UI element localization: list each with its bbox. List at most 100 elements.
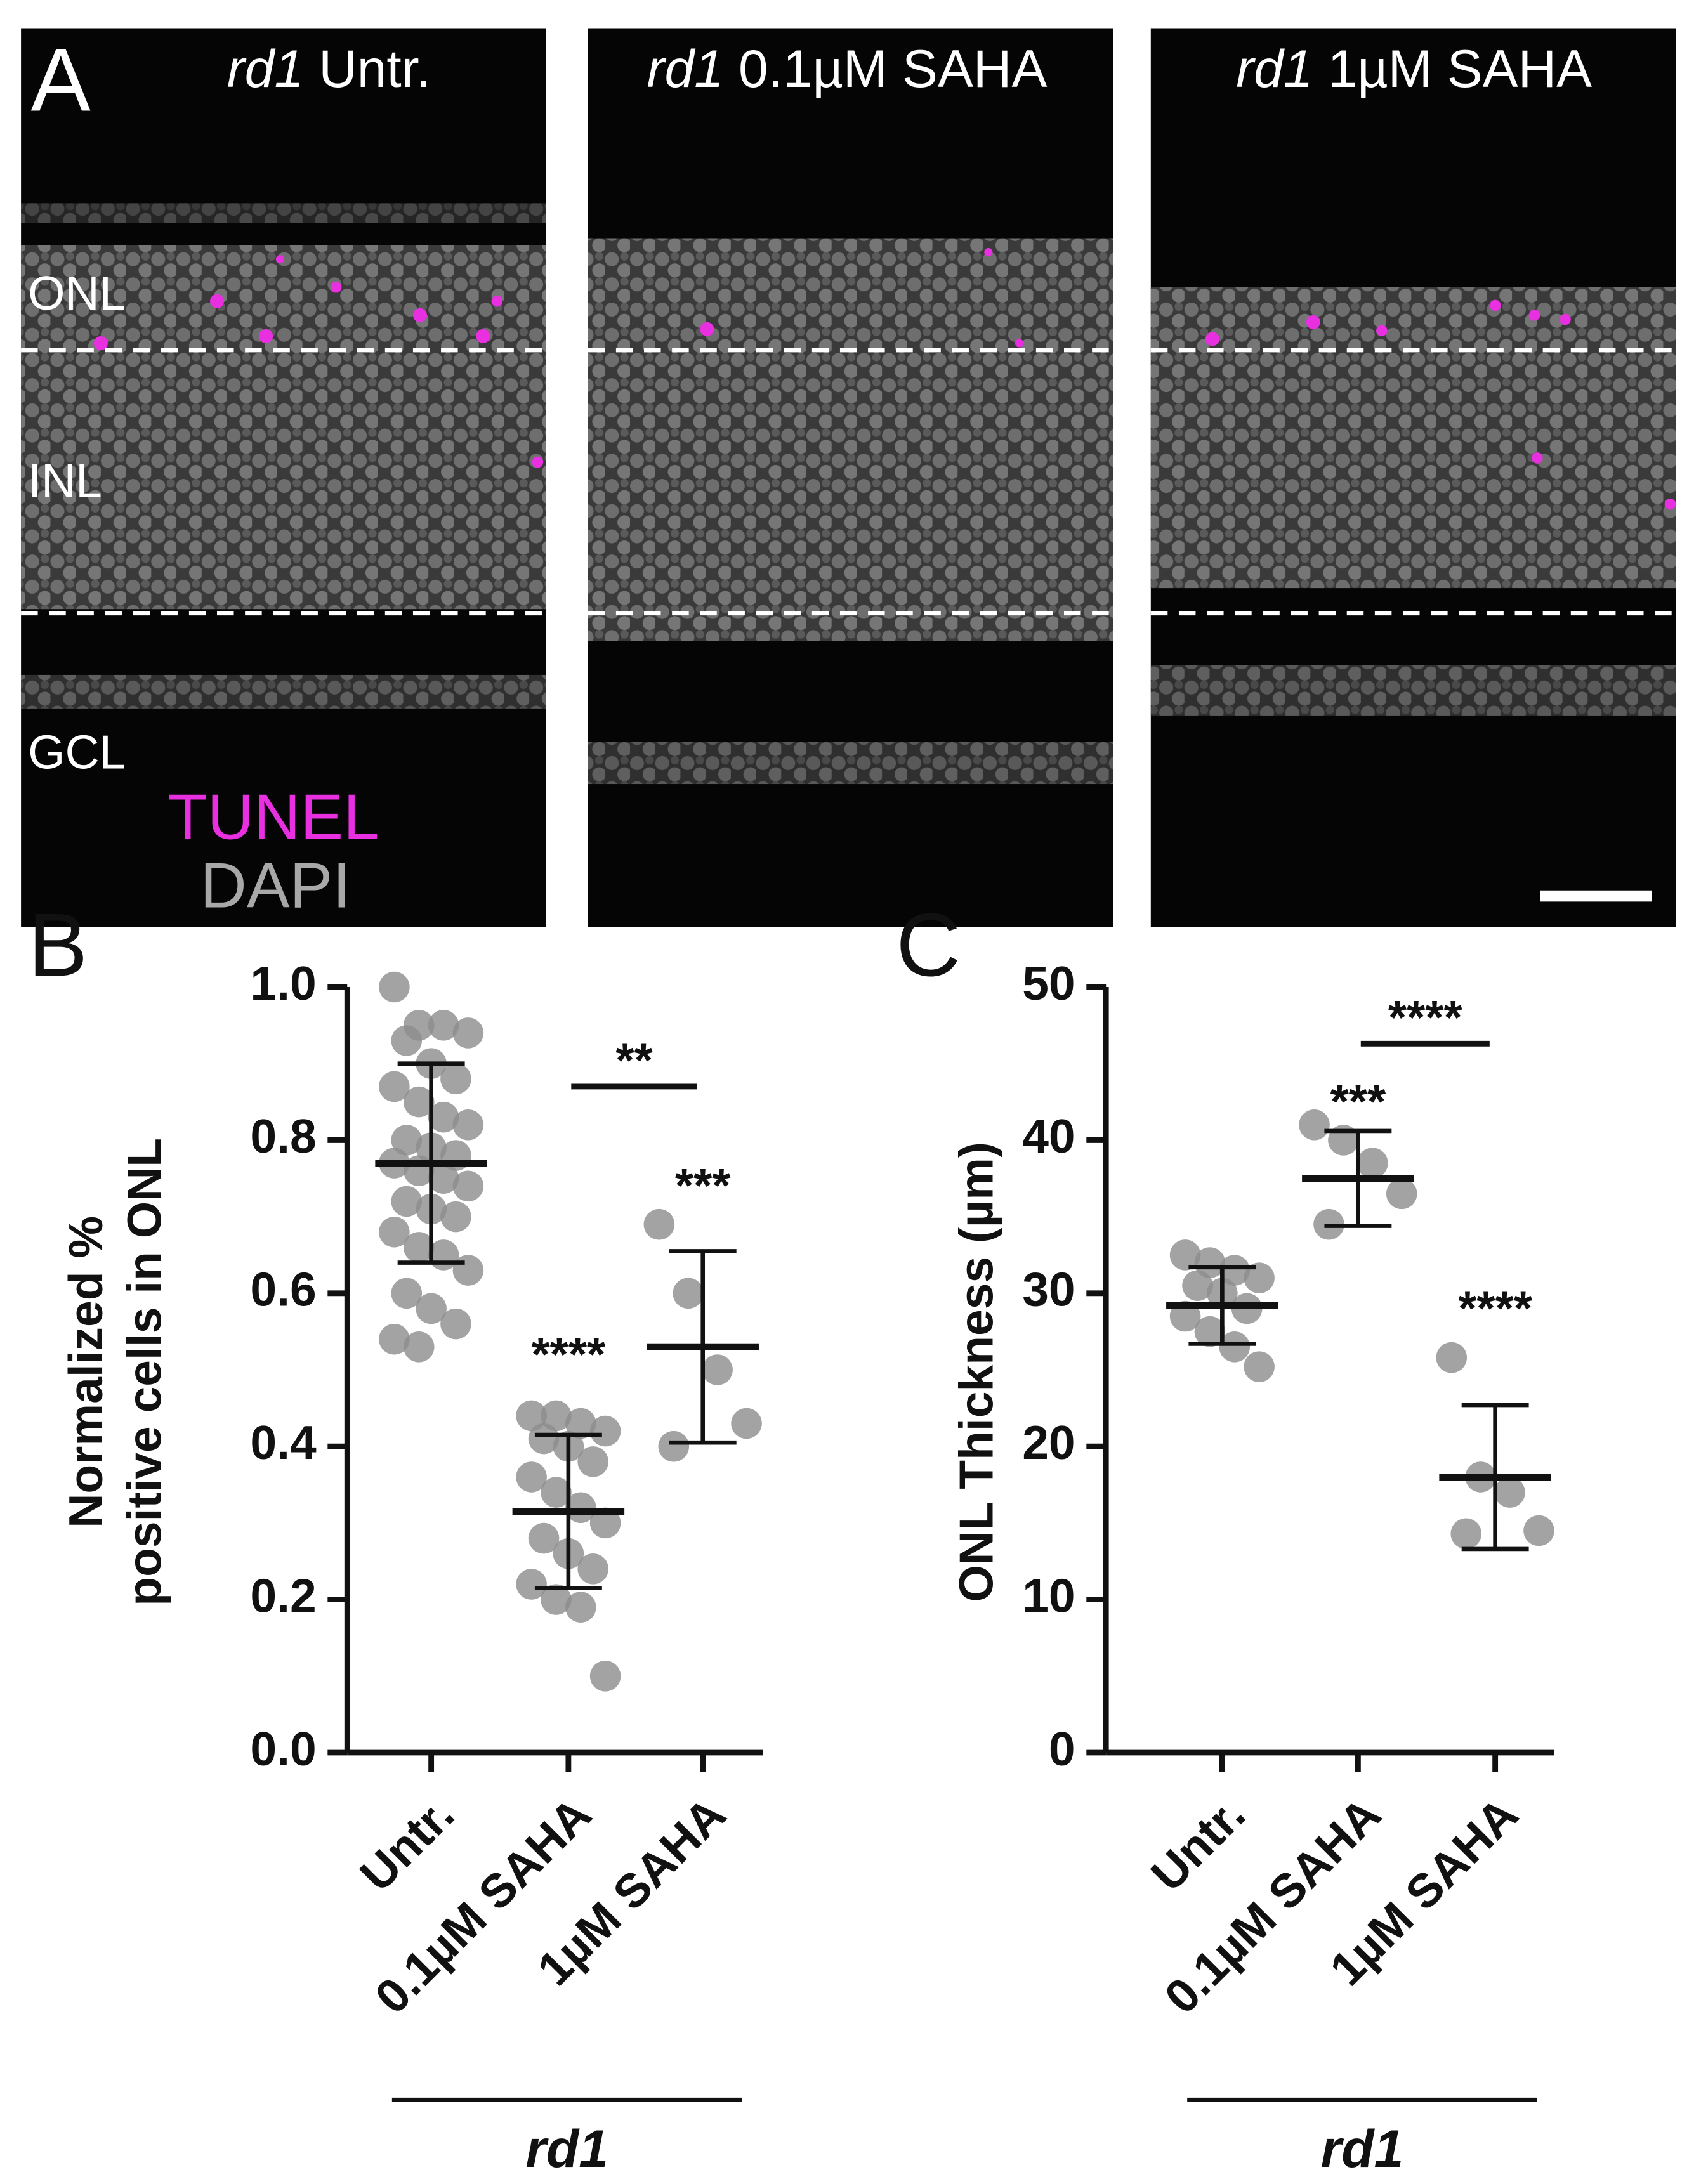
data-point bbox=[565, 1408, 596, 1439]
data-point bbox=[391, 1186, 423, 1217]
data-point bbox=[428, 1010, 459, 1041]
data-point bbox=[541, 1584, 572, 1615]
data-point bbox=[440, 1063, 471, 1095]
data-point bbox=[528, 1423, 560, 1455]
nuclei bbox=[588, 742, 1113, 785]
data-point bbox=[379, 1323, 410, 1355]
nuclei bbox=[1150, 665, 1676, 716]
title-text: Untr. bbox=[319, 39, 431, 98]
charts: B 0.0 0.2 0.4 0.6 0.8 1.0 Normalized % positive … bbox=[28, 894, 1554, 2178]
y-tick-label: 20 bbox=[1022, 1416, 1075, 1469]
y-tick-label: 50 bbox=[1022, 957, 1075, 1010]
panel-letter: C bbox=[896, 894, 961, 995]
y-axis-label: positive cells in ONL bbox=[118, 1138, 171, 1606]
data-point bbox=[1244, 1351, 1275, 1382]
data-point bbox=[1194, 1247, 1226, 1278]
layer-label: GCL bbox=[28, 726, 126, 779]
data-point bbox=[391, 1125, 423, 1156]
data-point bbox=[379, 1216, 410, 1248]
significance: *** bbox=[1330, 1075, 1386, 1128]
data-point bbox=[1450, 1518, 1482, 1550]
data-point bbox=[565, 1592, 596, 1623]
image-title: rd1 Untr. bbox=[227, 39, 431, 98]
data-point bbox=[1436, 1342, 1468, 1373]
title-italic: rd1 bbox=[1236, 39, 1313, 98]
y-tick-label: 0.4 bbox=[250, 1416, 317, 1469]
data-point bbox=[1182, 1270, 1213, 1302]
data-point bbox=[416, 1293, 447, 1324]
layer-label: INL bbox=[28, 454, 102, 507]
data-point bbox=[428, 1101, 459, 1133]
y-tick-label: 40 bbox=[1022, 1109, 1075, 1163]
y-axis-label: Normalized % bbox=[59, 1216, 112, 1528]
data-point bbox=[403, 1086, 435, 1118]
title-italic: rd1 bbox=[647, 39, 724, 98]
data-point bbox=[541, 1477, 572, 1508]
data-point bbox=[565, 1492, 596, 1524]
data-point bbox=[379, 1071, 410, 1102]
data-point bbox=[516, 1461, 547, 1493]
title-text: 1µM SAHA bbox=[1328, 39, 1592, 98]
data-point bbox=[440, 1308, 471, 1340]
data-point bbox=[643, 1208, 675, 1240]
image-title: rd1 1µM SAHA bbox=[1236, 39, 1592, 98]
data-point bbox=[391, 1025, 423, 1056]
y-tick-label: 10 bbox=[1022, 1569, 1075, 1622]
y-tick-label: 30 bbox=[1022, 1263, 1075, 1316]
data-point bbox=[1194, 1316, 1226, 1347]
image-title: rd1 0.1µM SAHA bbox=[647, 39, 1048, 98]
data-point bbox=[403, 1331, 435, 1363]
nuclei bbox=[588, 238, 1113, 641]
significance: **** bbox=[1458, 1281, 1533, 1335]
x-tick-label: Untr. bbox=[350, 1787, 464, 1901]
panel-letter: B bbox=[28, 894, 88, 995]
data-point bbox=[1386, 1178, 1417, 1210]
data-point bbox=[516, 1569, 547, 1600]
data-point bbox=[577, 1553, 608, 1585]
nuclei bbox=[21, 245, 546, 610]
panel-letter: A bbox=[31, 29, 91, 129]
data-point bbox=[391, 1278, 423, 1309]
data-point bbox=[1494, 1477, 1525, 1508]
data-point bbox=[1299, 1109, 1330, 1141]
data-point bbox=[1244, 1262, 1275, 1293]
data-point bbox=[589, 1507, 621, 1539]
data-point bbox=[379, 971, 410, 1003]
significance: **** bbox=[1388, 991, 1463, 1044]
legend-dapi: DAPI bbox=[200, 849, 351, 922]
y-tick-label: 0.0 bbox=[250, 1722, 316, 1775]
title-text: 0.1µM SAHA bbox=[739, 39, 1047, 98]
y-tick-label: 0 bbox=[1049, 1722, 1075, 1775]
legend-tunel: TUNEL bbox=[168, 780, 379, 853]
y-tick-label: 1.0 bbox=[250, 957, 316, 1010]
data-point bbox=[731, 1408, 762, 1439]
data-point bbox=[1523, 1515, 1554, 1546]
micrographs: A ONL INL GCL TUNEL DAPI bbox=[21, 28, 1676, 927]
data-point bbox=[1357, 1148, 1388, 1179]
layer-lines bbox=[21, 348, 1676, 616]
tunel-spots bbox=[93, 247, 1676, 510]
data-point bbox=[577, 1446, 608, 1477]
data-point bbox=[1219, 1255, 1251, 1286]
x-tick-label: Untr. bbox=[1141, 1787, 1255, 1901]
data-point bbox=[702, 1354, 733, 1385]
data-point bbox=[541, 1400, 572, 1432]
data-point bbox=[1219, 1331, 1251, 1363]
significance: **** bbox=[531, 1328, 606, 1381]
data-point bbox=[658, 1430, 690, 1462]
data-point bbox=[452, 1255, 484, 1286]
data-point bbox=[589, 1661, 621, 1692]
data-point bbox=[452, 1109, 484, 1141]
data-point bbox=[403, 1232, 435, 1263]
nuclei bbox=[21, 674, 546, 709]
data-point bbox=[516, 1400, 547, 1432]
significance: ** bbox=[615, 1033, 653, 1087]
data-point bbox=[452, 1017, 484, 1049]
nuclei bbox=[1150, 287, 1676, 589]
y-tick-label: 0.6 bbox=[250, 1263, 316, 1316]
data-point bbox=[1169, 1239, 1201, 1271]
y-tick-label: 0.8 bbox=[250, 1109, 316, 1163]
data-point bbox=[589, 1415, 621, 1447]
